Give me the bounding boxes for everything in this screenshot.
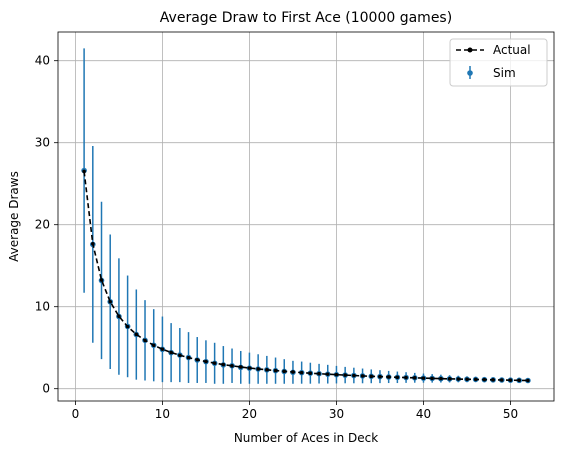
- actual-point: [412, 375, 417, 380]
- actual-point: [465, 377, 469, 382]
- actual-point: [238, 365, 243, 369]
- legend-sim-marker: [467, 70, 473, 76]
- actual-line: [83, 171, 528, 382]
- actual-point: [482, 377, 487, 382]
- x-tick-label: 40: [416, 407, 431, 421]
- actual-point: [526, 378, 530, 383]
- actual-point: [386, 375, 391, 379]
- x-axis-label: Number of Aces in Deck: [234, 431, 378, 445]
- actual-point: [404, 375, 408, 380]
- actual-point: [99, 278, 104, 282]
- y-tick-label: 20: [35, 218, 50, 232]
- actual-point: [473, 377, 478, 382]
- actual-point: [378, 374, 382, 379]
- actual-point: [395, 375, 400, 380]
- y-tick-label: 40: [35, 54, 50, 68]
- actual-point: [195, 357, 200, 362]
- actual-point: [169, 350, 173, 355]
- actual-point: [151, 343, 156, 348]
- actual-point: [491, 378, 495, 382]
- legend-actual-marker: [467, 47, 473, 53]
- plot-frame: [57, 31, 555, 402]
- actual-point: [82, 169, 86, 174]
- actual-point: [230, 364, 234, 368]
- actual-point: [343, 373, 347, 377]
- x-tick-label: 20: [242, 407, 257, 421]
- actual-point: [134, 332, 139, 337]
- actual-point: [265, 368, 269, 372]
- y-tick-label: 10: [35, 300, 50, 314]
- x-tick-label: 50: [503, 407, 518, 421]
- y-tick-label: 0: [42, 382, 50, 396]
- actual-point: [369, 374, 374, 379]
- actual-point: [291, 370, 295, 374]
- actual-point: [360, 374, 365, 378]
- actual-point: [439, 376, 443, 381]
- x-tick-label: 10: [155, 407, 170, 421]
- ticks: 0 10 20 30 40 50 0 10 20 30 40: [35, 54, 518, 421]
- actual-point: [117, 314, 121, 319]
- actual-point: [108, 299, 113, 304]
- actual-point: [421, 376, 426, 380]
- actual-point: [447, 377, 452, 381]
- actual-point: [178, 353, 182, 358]
- actual-point: [91, 242, 95, 246]
- y-tick-label: 30: [35, 136, 50, 150]
- actual-point: [273, 368, 278, 373]
- actual-point: [282, 369, 287, 374]
- actual-point: [299, 370, 304, 375]
- actual-point: [352, 373, 356, 378]
- actual-point: [317, 371, 321, 376]
- actual-point: [334, 372, 339, 377]
- actual-point: [186, 355, 191, 360]
- actual-point: [430, 376, 434, 381]
- actual-point: [247, 366, 252, 370]
- y-axis-label: Average Draws: [7, 171, 21, 262]
- chart-title: Average Draw to First Ace (10000 games): [160, 10, 452, 26]
- legend: Actual Sim: [449, 38, 548, 87]
- actual-point: [508, 378, 513, 382]
- x-tick-label: 30: [329, 407, 344, 421]
- actual-point: [256, 367, 260, 371]
- actual-point: [212, 361, 217, 365]
- actual-point: [221, 362, 226, 367]
- actual-point: [517, 378, 521, 383]
- actual-point: [325, 372, 330, 376]
- x-tick-label: 0: [72, 407, 80, 421]
- actual-point: [160, 347, 165, 351]
- actual-point: [143, 338, 147, 343]
- actual-point: [308, 371, 313, 376]
- actual-point: [499, 378, 504, 382]
- legend-sim-label: Sim: [493, 66, 516, 80]
- legend-actual-label: Actual: [493, 43, 531, 57]
- actual-point: [125, 324, 130, 329]
- actual-point: [204, 359, 208, 364]
- plot-data: [81, 48, 531, 384]
- actual-point: [456, 377, 461, 381]
